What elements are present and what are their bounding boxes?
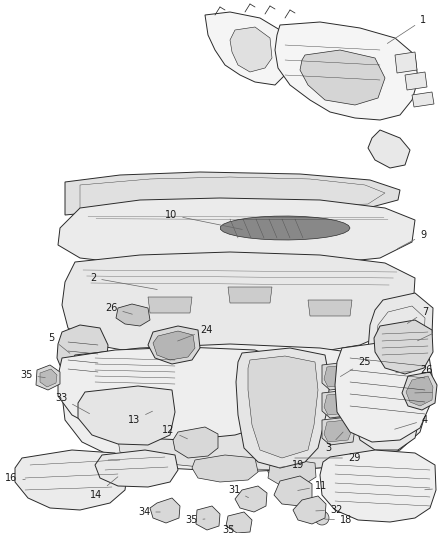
Polygon shape [95, 380, 155, 420]
Polygon shape [36, 365, 60, 390]
Polygon shape [148, 326, 200, 364]
Text: 7: 7 [407, 307, 428, 324]
Polygon shape [65, 172, 400, 215]
Circle shape [303, 503, 317, 517]
Text: 1: 1 [387, 15, 426, 44]
Polygon shape [228, 287, 272, 303]
Text: 23: 23 [417, 323, 438, 341]
Text: 14: 14 [90, 477, 118, 500]
Text: 26: 26 [105, 303, 132, 314]
Polygon shape [412, 92, 434, 107]
Polygon shape [248, 356, 318, 458]
Polygon shape [116, 304, 150, 326]
Text: 3: 3 [325, 432, 343, 453]
Text: 19: 19 [278, 460, 304, 470]
Polygon shape [322, 417, 355, 445]
Text: 9: 9 [397, 230, 426, 249]
Polygon shape [236, 348, 330, 468]
Polygon shape [355, 388, 420, 450]
Polygon shape [153, 331, 195, 360]
Text: 4: 4 [395, 415, 428, 429]
Polygon shape [58, 347, 290, 440]
Polygon shape [335, 380, 395, 418]
Polygon shape [395, 52, 417, 73]
Circle shape [285, 484, 299, 498]
Polygon shape [62, 252, 415, 358]
Polygon shape [150, 498, 180, 523]
Text: 10: 10 [165, 210, 242, 229]
Text: 5: 5 [48, 333, 70, 353]
Polygon shape [402, 372, 437, 410]
Text: 33: 33 [55, 393, 89, 414]
Circle shape [202, 513, 212, 523]
Polygon shape [406, 376, 433, 406]
Text: 31: 31 [228, 485, 248, 498]
Circle shape [159, 505, 171, 517]
Polygon shape [368, 130, 410, 168]
Polygon shape [274, 476, 312, 506]
Polygon shape [15, 450, 128, 510]
Polygon shape [322, 390, 355, 418]
Text: 34: 34 [138, 507, 160, 517]
Polygon shape [405, 72, 427, 90]
Polygon shape [192, 455, 258, 482]
Polygon shape [260, 374, 325, 416]
Polygon shape [62, 344, 428, 472]
Polygon shape [372, 358, 406, 382]
Polygon shape [368, 293, 433, 372]
Polygon shape [268, 460, 316, 485]
Polygon shape [95, 450, 178, 487]
Polygon shape [196, 506, 220, 530]
Polygon shape [230, 27, 272, 72]
Polygon shape [118, 418, 380, 470]
Text: 17: 17 [425, 483, 438, 493]
Text: 35: 35 [20, 370, 45, 380]
Circle shape [106, 373, 150, 417]
Circle shape [233, 517, 243, 527]
Text: 35: 35 [222, 525, 234, 533]
Text: 13: 13 [128, 411, 152, 425]
Text: 25: 25 [340, 357, 371, 376]
Polygon shape [324, 420, 352, 442]
Polygon shape [374, 320, 433, 374]
Polygon shape [324, 365, 352, 387]
Text: 22: 22 [415, 387, 438, 397]
Polygon shape [58, 198, 415, 268]
Text: 2: 2 [90, 273, 157, 289]
Text: 35: 35 [185, 515, 205, 525]
Polygon shape [293, 496, 326, 524]
Circle shape [98, 365, 158, 425]
Circle shape [175, 370, 215, 410]
Polygon shape [170, 372, 240, 417]
Polygon shape [148, 297, 192, 313]
Circle shape [332, 57, 368, 93]
Polygon shape [335, 342, 432, 442]
Text: 26: 26 [396, 365, 432, 375]
Text: 29: 29 [295, 453, 360, 463]
Polygon shape [226, 512, 252, 533]
Circle shape [167, 362, 223, 418]
Polygon shape [308, 300, 352, 316]
Polygon shape [324, 393, 352, 415]
Circle shape [267, 460, 283, 476]
Polygon shape [320, 450, 436, 522]
Polygon shape [220, 216, 350, 240]
Text: 24: 24 [177, 325, 212, 341]
Text: 11: 11 [298, 481, 327, 491]
Polygon shape [322, 362, 355, 390]
Text: 32: 32 [316, 505, 343, 515]
Text: 12: 12 [162, 425, 187, 439]
Circle shape [245, 493, 257, 505]
Text: 16: 16 [5, 473, 25, 483]
Text: 18: 18 [325, 515, 352, 525]
Polygon shape [78, 386, 175, 445]
Polygon shape [57, 325, 108, 385]
Polygon shape [205, 12, 290, 85]
Polygon shape [235, 486, 267, 512]
Polygon shape [40, 369, 57, 387]
Circle shape [315, 511, 329, 525]
Polygon shape [275, 22, 418, 120]
Polygon shape [300, 50, 385, 105]
Polygon shape [173, 427, 218, 458]
